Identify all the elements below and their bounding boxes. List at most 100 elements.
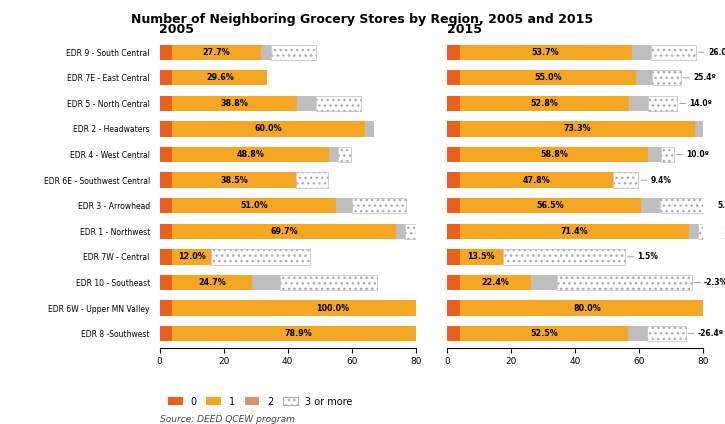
Bar	[460, 223, 689, 239]
Bar	[652, 70, 681, 86]
Bar	[447, 70, 460, 86]
Bar	[173, 147, 328, 162]
Text: 38.8%: 38.8%	[220, 99, 249, 108]
Bar	[631, 45, 651, 60]
Text: 71.4%: 71.4%	[560, 227, 588, 236]
Bar	[460, 96, 629, 111]
Bar	[648, 147, 661, 162]
Bar	[173, 70, 268, 86]
Bar	[531, 275, 557, 290]
Text: 9.4%: 9.4%	[650, 176, 671, 184]
Text: 13.5%: 13.5%	[468, 252, 495, 261]
Text: 2005: 2005	[160, 22, 194, 36]
Bar	[695, 121, 708, 137]
Text: 22.4%: 22.4%	[481, 278, 510, 287]
Text: 12.0%: 12.0%	[178, 252, 205, 261]
Bar	[460, 121, 695, 137]
Text: 58.8%: 58.8%	[540, 150, 568, 159]
Bar	[173, 326, 426, 341]
Bar	[160, 45, 173, 60]
Bar	[460, 147, 648, 162]
Bar	[160, 173, 173, 188]
Text: 38.5%: 38.5%	[220, 176, 248, 184]
Bar	[460, 275, 531, 290]
Bar	[628, 326, 647, 341]
Bar	[460, 249, 503, 265]
Text: 47.8%: 47.8%	[522, 176, 550, 184]
Bar	[270, 45, 315, 60]
Bar	[648, 96, 677, 111]
Bar	[447, 223, 460, 239]
Text: 1.7%: 1.7%	[723, 227, 725, 236]
Text: 24.7%: 24.7%	[198, 278, 225, 287]
Legend: 0, 1, 2, 3 or more: 0, 1, 2, 3 or more	[165, 393, 357, 411]
Bar	[447, 173, 460, 188]
Bar	[447, 275, 460, 290]
Text: 69.7%: 69.7%	[270, 227, 298, 236]
Text: 100.0%: 100.0%	[316, 304, 349, 312]
Bar	[160, 147, 173, 162]
Text: 10.0º: 10.0º	[686, 150, 709, 159]
Bar	[281, 275, 376, 290]
Bar	[160, 300, 173, 316]
Text: -2.3%: -2.3%	[704, 278, 725, 287]
Bar	[447, 147, 460, 162]
Bar	[365, 121, 374, 137]
Bar	[352, 198, 407, 213]
Bar	[460, 198, 641, 213]
Bar	[447, 198, 460, 213]
Text: 48.8%: 48.8%	[236, 150, 265, 159]
Bar	[173, 249, 211, 265]
Bar	[613, 173, 639, 188]
Bar	[211, 249, 310, 265]
Bar	[629, 96, 648, 111]
Bar	[160, 70, 173, 86]
Bar	[160, 121, 173, 137]
Bar	[557, 275, 692, 290]
Bar	[160, 96, 173, 111]
Text: 80.0%: 80.0%	[574, 304, 602, 312]
Text: 55.0%: 55.0%	[534, 73, 562, 82]
Bar	[296, 173, 328, 188]
Bar	[173, 275, 252, 290]
Bar	[647, 326, 686, 341]
Text: 53.7%: 53.7%	[532, 48, 560, 57]
Bar	[435, 326, 451, 341]
Bar	[698, 223, 711, 239]
Bar	[651, 45, 696, 60]
Bar	[396, 223, 405, 239]
Text: 51.0%: 51.0%	[240, 201, 268, 210]
Text: 56.5%: 56.5%	[536, 201, 564, 210]
Bar	[160, 198, 173, 213]
Bar	[252, 275, 281, 290]
Text: 27.7%: 27.7%	[203, 48, 231, 57]
Bar	[636, 70, 652, 86]
Bar	[447, 326, 460, 341]
Text: Source: DEED QCEW program: Source: DEED QCEW program	[160, 415, 294, 424]
Bar	[460, 326, 628, 341]
Text: 14.0º: 14.0º	[689, 99, 712, 108]
Text: 1.5%: 1.5%	[637, 252, 658, 261]
Bar	[447, 45, 460, 60]
Bar	[460, 45, 631, 60]
Text: -26.4º: -26.4º	[697, 329, 724, 338]
Bar	[160, 275, 173, 290]
Text: 78.9%: 78.9%	[285, 329, 312, 338]
Bar	[297, 96, 316, 111]
Bar	[328, 147, 339, 162]
Text: 26.0º: 26.0º	[708, 48, 725, 57]
Bar	[661, 147, 674, 162]
Text: 5.5%: 5.5%	[717, 201, 725, 210]
Bar	[173, 45, 261, 60]
Bar	[173, 300, 493, 316]
Bar	[460, 300, 716, 316]
Bar	[339, 147, 351, 162]
Text: 52.5%: 52.5%	[530, 329, 558, 338]
Bar	[173, 223, 396, 239]
Bar	[261, 45, 270, 60]
Bar	[716, 300, 725, 316]
Bar	[708, 121, 720, 137]
Text: 52.8%: 52.8%	[530, 99, 558, 108]
Bar	[447, 249, 460, 265]
Bar	[336, 198, 352, 213]
